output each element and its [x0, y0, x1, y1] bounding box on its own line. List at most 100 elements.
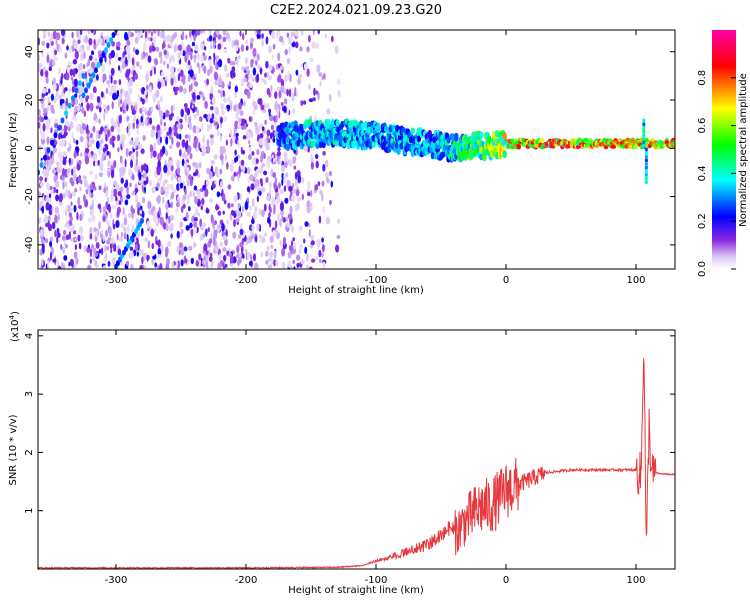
- spectrogram-speckle: [246, 251, 250, 260]
- spectrogram-speckle: [128, 30, 132, 38]
- spectrogram-speckle: [197, 52, 200, 62]
- spectrogram-speckle: [182, 194, 186, 201]
- spectrogram-speckle: [66, 65, 71, 74]
- spectrogram-speckle: [234, 44, 239, 52]
- spectrogram-speckle: [223, 199, 227, 205]
- spectrogram-speckle: [193, 172, 197, 177]
- spectrogram-speckle: [111, 135, 116, 142]
- spectrogram-speckle: [97, 133, 101, 139]
- spectrogram-speckle: [126, 94, 130, 103]
- spectrogram-speckle: [326, 177, 329, 183]
- spectrogram-speckle: [41, 48, 44, 58]
- spectrogram-speckle: [229, 103, 233, 111]
- spectrogram-speckle: [214, 220, 217, 226]
- spectrogram-speckle: [108, 226, 112, 236]
- spectrogram-speckle: [84, 34, 88, 44]
- spectrogram-speckle: [191, 104, 194, 109]
- spectrogram-speckle: [242, 33, 245, 41]
- spectrogram-speckle: [215, 30, 220, 36]
- spectrogram-speckle: [159, 95, 164, 103]
- spectrogram-speckle: [200, 205, 204, 211]
- spectrogram-speckle: [144, 35, 148, 43]
- spectrogram-speckle: [303, 238, 306, 244]
- spectrogram-speckle: [56, 258, 59, 268]
- spectrogram-speckle: [337, 218, 341, 224]
- spectrogram-speckle: [99, 139, 104, 145]
- spectrogram-speckle: [60, 244, 63, 250]
- spectrogram-speckle: [72, 167, 77, 174]
- spectrogram-speckle: [310, 235, 315, 241]
- spectrogram-speckle: [310, 189, 313, 197]
- spectrogram-ridge-cell: [539, 137, 545, 143]
- spectrogram-speckle: [182, 50, 186, 57]
- spectrogram-speckle: [259, 67, 263, 75]
- spectrogram-speckle: [131, 208, 136, 215]
- spectrogram-spike: [642, 129, 646, 134]
- spectrogram-speckle: [261, 236, 266, 244]
- spectrogram-speckle: [118, 79, 122, 86]
- spectrogram-speckle: [286, 108, 289, 116]
- spectrogram-speckle: [321, 75, 324, 81]
- spectrogram-speckle: [297, 77, 302, 85]
- spectrogram-speckle: [308, 229, 311, 238]
- spectrogram-speckle: [39, 182, 45, 187]
- spectrogram-speckle: [141, 52, 144, 61]
- spectrogram-speckle: [278, 90, 282, 99]
- spectrogram-speckle: [321, 237, 324, 243]
- spectrogram-ridge-cell: [479, 131, 484, 139]
- snr-ticks: -300 -200 -100 0 100 1 2 3 4: [24, 330, 675, 586]
- spectrogram-speckle: [149, 179, 153, 186]
- spectrogram-speckle: [227, 96, 230, 103]
- spectrogram-speckle: [325, 171, 329, 179]
- spectrogram-speckle: [186, 64, 190, 69]
- spectrogram-speckle: [213, 154, 218, 160]
- spectrogram-speckle: [134, 73, 139, 80]
- spectrogram-speckle: [153, 142, 157, 150]
- spectrogram-speckle: [321, 180, 325, 187]
- spectrogram-speckle: [140, 97, 143, 102]
- spectrogram-speckle: [181, 216, 184, 221]
- spectrogram-speckle: [42, 229, 45, 238]
- spectrogram-speckle: [66, 45, 69, 51]
- spectrogram-ridge-cell: [502, 132, 507, 140]
- spectrogram-speckle: [150, 129, 155, 138]
- spectrogram-speckle: [147, 240, 150, 249]
- spectrogram-speckle: [308, 98, 314, 103]
- spectrogram-speckle: [274, 220, 278, 229]
- spectrogram-speckle: [226, 73, 230, 78]
- spectrogram-speckle: [301, 193, 304, 201]
- spectrogram-speckle: [50, 158, 55, 165]
- spectrogram-speckle: [91, 199, 95, 205]
- spectrogram-speckle: [89, 170, 93, 176]
- spectrogram-speckle: [280, 209, 285, 216]
- spectrogram-speckle: [39, 144, 42, 151]
- spectrogram-streak: [104, 47, 108, 54]
- spectrogram-speckle: [69, 46, 72, 54]
- spectrogram-speckle: [189, 69, 194, 78]
- spectrogram-speckle: [38, 109, 41, 116]
- spectrogram-speckle: [217, 210, 222, 216]
- spectrogram-speckle: [221, 188, 224, 196]
- spectrogram-speckle: [182, 203, 186, 209]
- spectrogram-speckle: [46, 159, 49, 168]
- spectrogram-speckle: [237, 257, 242, 264]
- spectrogram-speckle: [119, 106, 123, 112]
- spectrogram-speckle: [164, 246, 169, 256]
- spectrogram-speckle: [290, 224, 295, 233]
- spectrogram-speckle: [126, 233, 129, 242]
- spectrogram-speckle: [49, 197, 52, 206]
- colorbar: 0.0 0.2 0.4 0.6 0.8 Normalized spectral ampl…: [697, 30, 749, 277]
- y-tick-label: 0: [24, 145, 35, 151]
- spectrogram-speckle: [81, 107, 85, 114]
- spectrogram-speckle: [150, 228, 155, 237]
- spectrogram-speckle: [130, 104, 134, 112]
- spectrogram-speckle: [68, 231, 72, 240]
- spectrogram-speckle: [294, 178, 299, 187]
- spectrogram-speckle: [61, 83, 65, 91]
- spectrogram-ridge-cell: [502, 151, 507, 159]
- spectrogram-speckle: [54, 49, 57, 56]
- spectrogram-speckle: [206, 250, 209, 255]
- spectrogram-speckle: [166, 63, 170, 69]
- spectrogram-speckle: [49, 161, 52, 171]
